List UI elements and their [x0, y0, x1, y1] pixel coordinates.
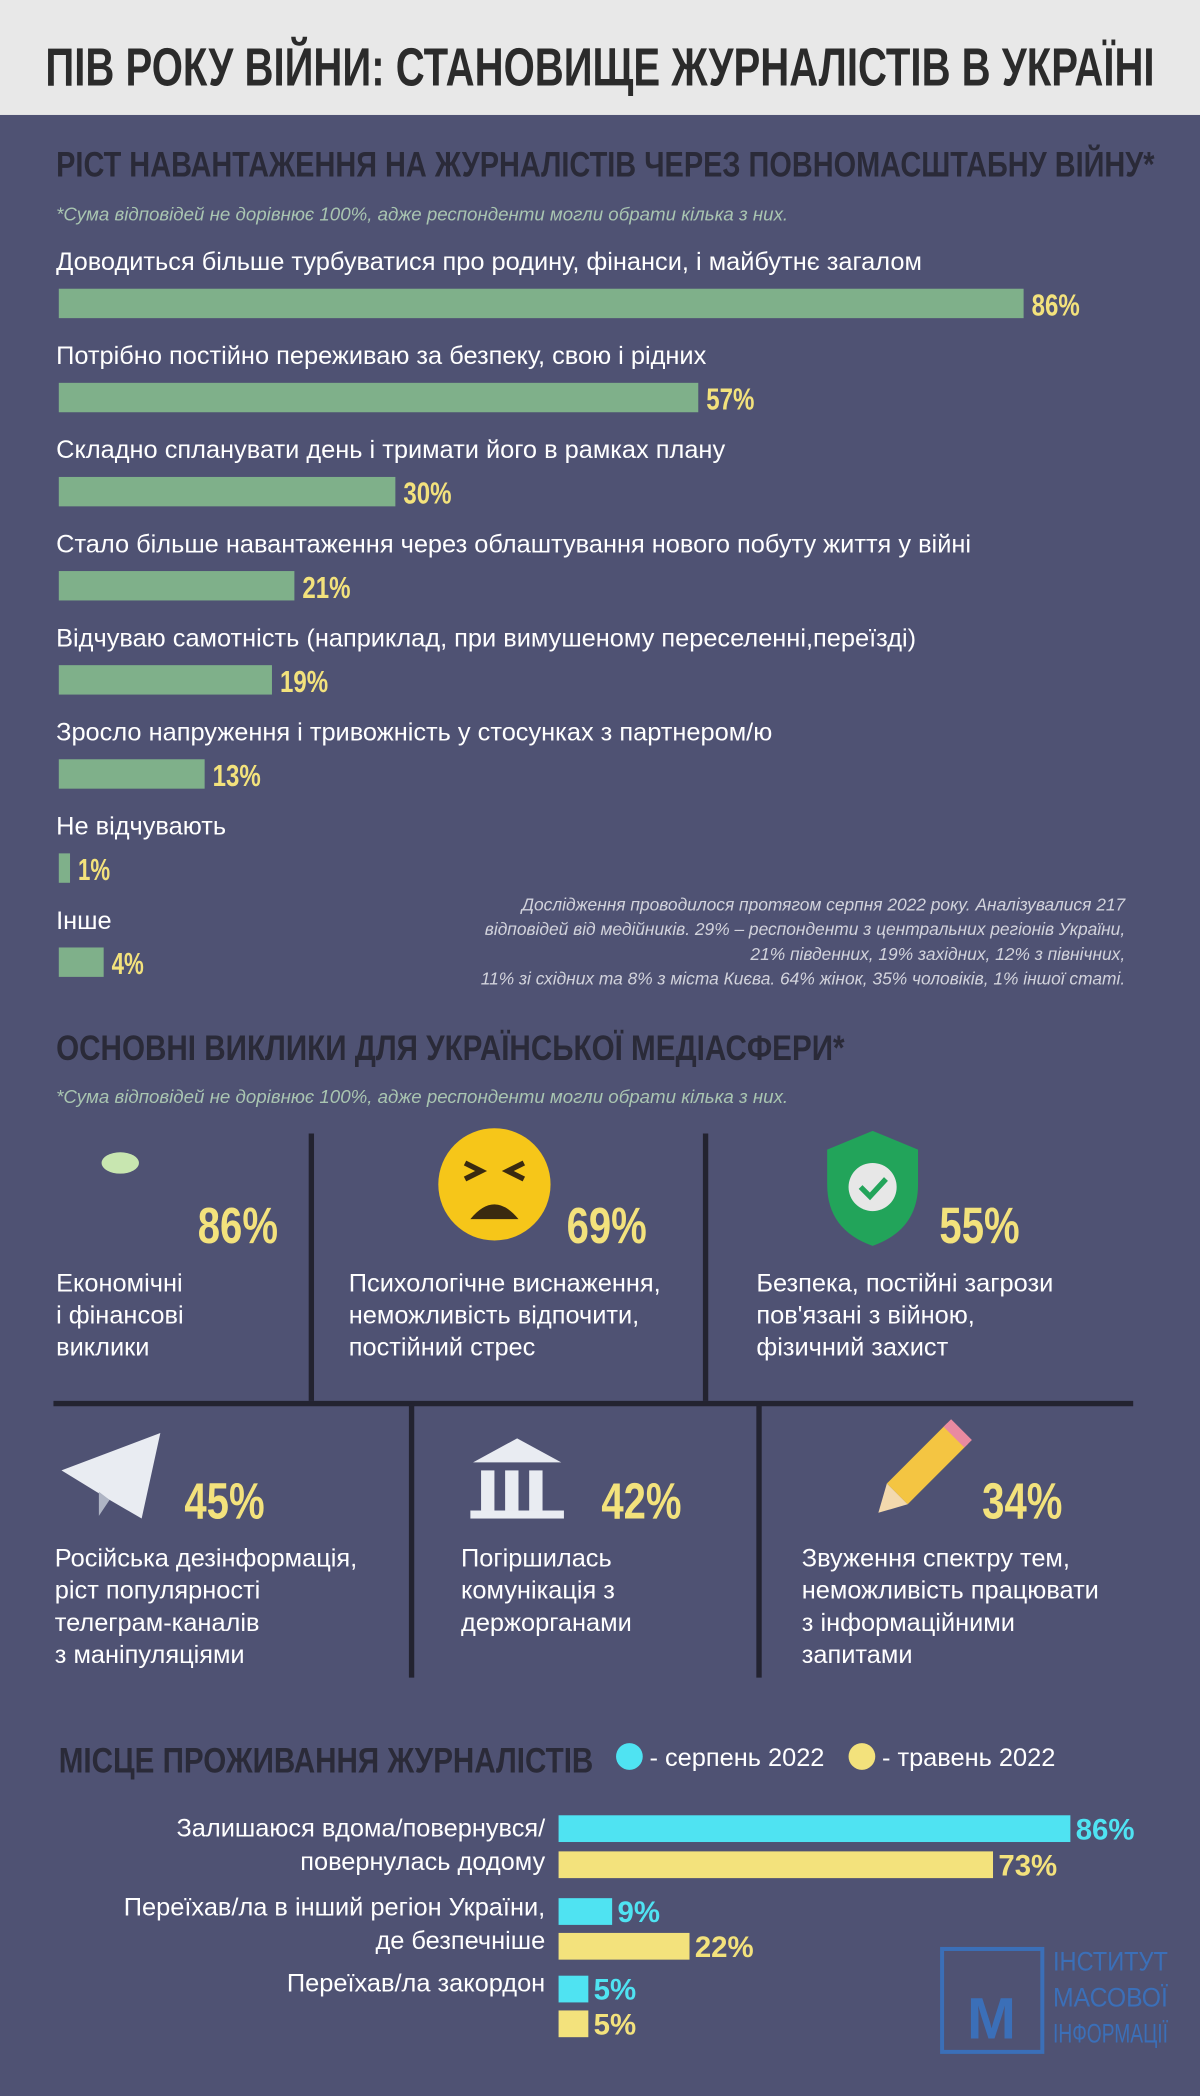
value-label: 19%	[280, 664, 328, 699]
value-label: 73%	[998, 1849, 1057, 1882]
bar	[58, 947, 104, 977]
category-label: Звуження спектру тем, неможливість працюв…	[802, 1545, 1099, 1669]
logo-mark: M	[940, 1946, 1045, 2054]
chart-title: ОСНОВНІ ВИКЛИКИ ДЛЯ УКРАЇНСЬКОЇ МЕДІАСФЕ…	[56, 1030, 845, 1068]
grid-dividers	[53, 1133, 1134, 1678]
category-label: Потрібно постійно переживаю за безпеку, …	[56, 342, 706, 370]
value-label: 4%	[112, 946, 144, 981]
value-label: 34%	[982, 1473, 1062, 1530]
category-label: Переїхав/ла закордон	[287, 1970, 545, 1998]
value-label: 5%	[594, 2009, 636, 2042]
category-label: Психологічне виснаження, неможливість від…	[349, 1269, 661, 1361]
logo-text: ІНФОРМАЦІЇ	[1053, 2019, 1168, 2049]
value-label: 5%	[594, 1974, 636, 2007]
legend-marker	[848, 1743, 876, 1770]
plane-icon	[61, 1432, 161, 1519]
bar	[58, 665, 272, 695]
bar	[58, 853, 71, 883]
value-label: 45%	[184, 1473, 264, 1530]
category-label: Складно спланувати день і тримати його в…	[56, 436, 725, 464]
value-label: 13%	[213, 758, 261, 793]
category-label: Не відчувають	[56, 813, 226, 841]
bar	[58, 571, 295, 601]
building-icon	[470, 1438, 564, 1519]
legend-label: - травень 2022	[882, 1744, 1055, 1772]
value-label: 69%	[567, 1197, 647, 1254]
bar	[558, 1898, 613, 1925]
logo-text: ІНСТИТУТ	[1053, 1946, 1168, 1976]
category-label: Економічні і фінансові виклики	[56, 1269, 184, 1361]
value-label: 57%	[706, 382, 754, 417]
value-label: 86%	[198, 1197, 278, 1254]
bar	[558, 2010, 589, 2038]
category-label: Російська дезінформація, ріст популярност…	[55, 1545, 357, 1669]
value-label: 9%	[617, 1896, 659, 1929]
value-label: 42%	[601, 1473, 681, 1530]
value-label: 86%	[1076, 1813, 1135, 1846]
shield-icon	[827, 1130, 919, 1246]
source-note: 21% південних, 19% західних, 12% з півні…	[749, 944, 1125, 964]
bar	[58, 288, 1024, 319]
value-label: 30%	[403, 476, 451, 511]
category-label: Погіршилась комунікація з держорганами	[461, 1545, 632, 1637]
source-note: 11% зі східних та 8% з міста Києва. 64% …	[481, 969, 1125, 989]
bar	[558, 1815, 1071, 1843]
bar	[558, 1932, 690, 1960]
legend-marker	[616, 1743, 643, 1770]
page-title: ПІВ РОКУ ВІЙНИ: СТАНОВИЩЕ ЖУРНАЛІСТІВ В …	[45, 37, 1154, 98]
chart-title: РІСТ НАВАНТАЖЕННЯ НА ЖУРНАЛІСТІВ ЧЕРЕЗ П…	[56, 144, 1155, 184]
chart-subtitle: *Сума відповідей не дорівнює 100%, адже …	[56, 1086, 788, 1107]
logo-text: МАСОВОЇ	[1053, 1982, 1168, 2012]
pencil-icon	[878, 1419, 972, 1513]
header	[0, 0, 1200, 115]
bar	[58, 476, 396, 507]
category-label: Залишаюся вдома/повернувся/повернулась д…	[176, 1815, 546, 1876]
category-label: Відчуваю самотність (наприклад, при виму…	[56, 624, 916, 652]
value-label: 55%	[939, 1197, 1019, 1254]
source-note: відповідей від медійників. 29% – респонд…	[485, 919, 1125, 939]
chart-title: МІСЦЕ ПРОЖИВАННЯ ЖУРНАЛІСТІВ	[59, 1743, 594, 1781]
bar	[558, 1975, 589, 2003]
money-icon	[101, 1152, 139, 1174]
chart-subtitle: *Сума відповідей не дорівнює 100%, адже …	[56, 204, 788, 225]
source-note: Дослідження проводилося протягом серпня …	[520, 894, 1127, 914]
category-label: Доводиться більше турбуватися про родину…	[56, 248, 922, 276]
bar	[558, 1851, 994, 1879]
category-label: Інше	[56, 907, 112, 935]
value-label: 1%	[78, 852, 110, 887]
value-label: 21%	[302, 570, 350, 605]
category-label: Стало більше навантаження через облаштув…	[56, 530, 971, 558]
bar	[58, 759, 205, 789]
svg-text:M: M	[967, 1987, 1016, 2052]
category-label: Безпека, постійні загрози пов'язані з вій…	[756, 1269, 1053, 1361]
category-label: Зросло напруження і тривожність у стосун…	[56, 719, 772, 747]
bar	[58, 382, 699, 413]
category-label: Переїхав/ла в інший регіон України, де бе…	[124, 1894, 545, 1955]
value-label: 22%	[695, 1931, 754, 1964]
legend-label: - серпень 2022	[649, 1744, 824, 1772]
value-label: 86%	[1032, 287, 1080, 322]
emoji-icon	[438, 1128, 551, 1241]
